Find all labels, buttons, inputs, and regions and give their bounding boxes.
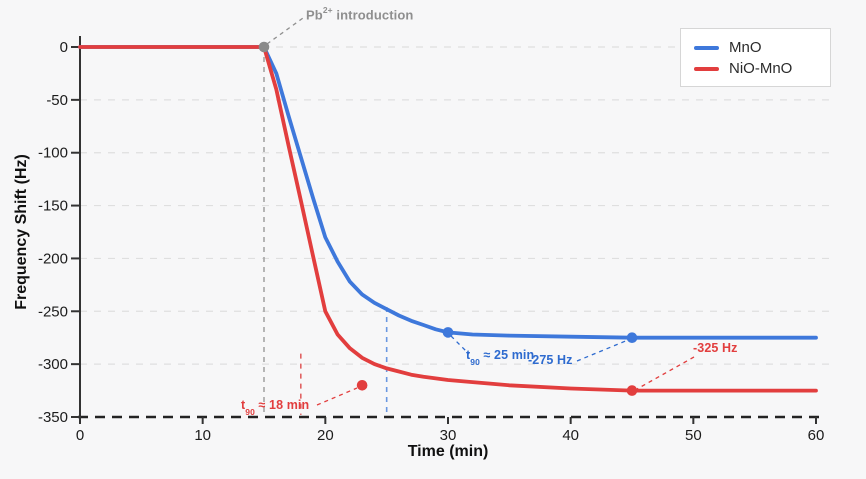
- annotation-t90-mno: t90 ≈ 25 min: [466, 348, 535, 367]
- x-tick-label: 50: [685, 427, 702, 444]
- annotation-text: Pb: [306, 7, 323, 23]
- y-tick-label: -250: [38, 303, 68, 320]
- legend: MnO NiO-MnO: [680, 28, 831, 87]
- x-tick-label: 30: [440, 427, 457, 444]
- y-tick-label: -150: [38, 198, 68, 215]
- mno-t90-point-marker: [442, 327, 454, 338]
- series-line-nio-mno: [78, 45, 818, 393]
- y-tick-label: -50: [46, 92, 68, 109]
- x-tick-label: 60: [808, 427, 825, 444]
- annotation-text: ≈ 25 min: [479, 348, 535, 362]
- series-line-mno: [78, 45, 818, 340]
- annotation-connector: [576, 339, 629, 362]
- annotation-text: t: [241, 398, 246, 412]
- legend-label-nio-mno: NiO-MnO: [729, 60, 793, 77]
- mno-final-point-marker: [626, 332, 638, 344]
- y-tick-label: -300: [38, 356, 68, 373]
- x-tick-label: 10: [194, 427, 211, 444]
- legend-swatch-mno: [694, 45, 719, 50]
- annotation-connector: [636, 356, 695, 390]
- pb-introduction-point-marker: [258, 41, 270, 53]
- legend-swatch-nio-mno: [694, 66, 719, 71]
- annotation-text: t: [466, 348, 471, 362]
- annotation-superscript: 2+: [322, 5, 333, 15]
- x-tick-label: 40: [562, 427, 579, 444]
- annotation-t90-nio: t90 ≈ 18 min: [241, 398, 310, 417]
- y-tick-label: 0: [60, 39, 68, 56]
- x-tick-label: 0: [76, 427, 84, 444]
- y-tick-label: -200: [38, 250, 68, 267]
- annotation-pb-introduction: Pb2+ introduction: [306, 5, 414, 23]
- nio-t90-point-marker: [356, 379, 368, 391]
- y-tick-label: -100: [38, 145, 68, 162]
- annotation-nio-final-value: -325 Hz: [693, 341, 738, 355]
- y-axis-title: Frequency Shift (Hz): [13, 154, 30, 310]
- annotation-text: introduction: [332, 7, 414, 23]
- legend-item-mno: MnO: [694, 37, 822, 58]
- annotation-mno-final-value: -275 Hz: [528, 353, 573, 367]
- x-tick-label: 20: [317, 427, 334, 444]
- annotation-subscript: 90: [245, 406, 255, 417]
- x-axis-title: Time (min): [407, 443, 489, 460]
- y-tick-label: -350: [38, 409, 68, 426]
- annotation-connector: [316, 387, 358, 406]
- annotation-text: ≈ 18 min: [254, 398, 310, 412]
- legend-item-nio-mno: NiO-MnO: [694, 58, 822, 79]
- annotation-subscript: 90: [470, 356, 480, 367]
- annotation-connector: [266, 17, 304, 45]
- nio-final-point-marker: [626, 385, 638, 396]
- legend-label-mno: MnO: [729, 39, 762, 56]
